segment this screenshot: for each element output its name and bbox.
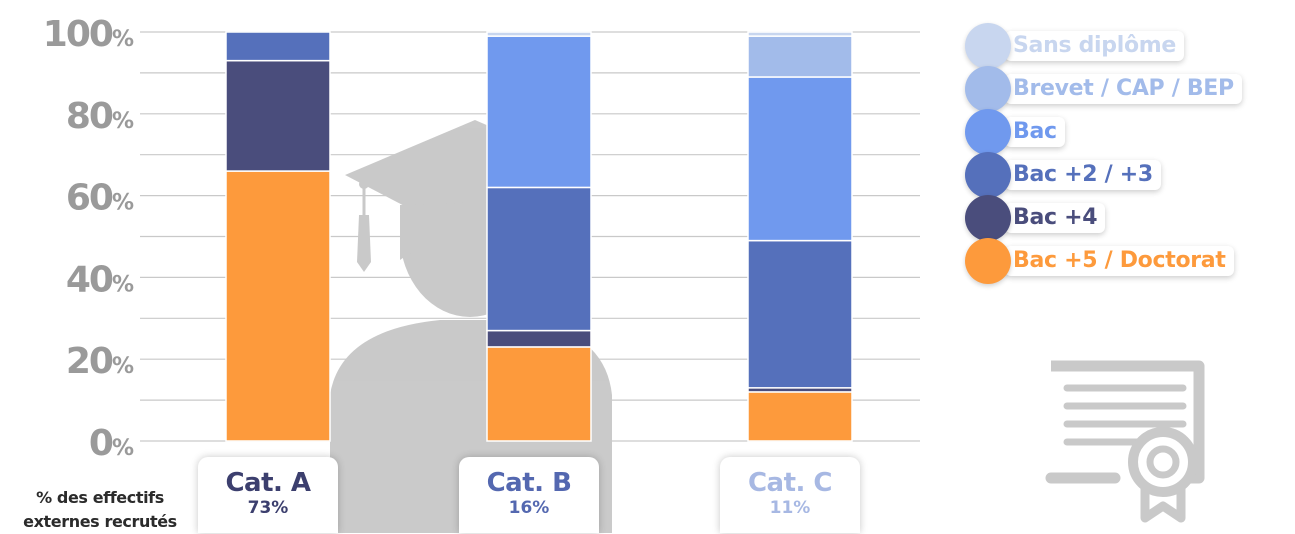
y-tick-label: 100% bbox=[43, 14, 134, 55]
legend-label: Sans diplôme bbox=[1005, 30, 1185, 61]
y-tick-label: 40% bbox=[66, 259, 134, 300]
footer-note: % des effectifs externes recrutés bbox=[0, 486, 200, 534]
bar-segment bbox=[747, 391, 853, 442]
legend-item: Bac +2 / +3 bbox=[965, 151, 1242, 198]
bar-segment bbox=[486, 31, 592, 37]
legend-swatch bbox=[965, 151, 1011, 198]
y-tick-label: 0% bbox=[89, 423, 134, 464]
y-tick-label: 80% bbox=[66, 96, 134, 137]
bar-segment bbox=[225, 31, 331, 62]
bar-segment bbox=[225, 59, 331, 172]
legend-label: Bac bbox=[1005, 116, 1065, 147]
category-card-a: Cat. A 73% bbox=[198, 457, 338, 533]
legend-swatch bbox=[965, 237, 1011, 284]
legend-swatch bbox=[965, 108, 1011, 155]
bar-segment bbox=[747, 31, 853, 37]
category-name: Cat. A bbox=[225, 468, 311, 498]
y-tick-label: 60% bbox=[66, 178, 134, 219]
footer-line-2: externes recrutés bbox=[23, 512, 177, 531]
bar-segment bbox=[486, 35, 592, 189]
legend-label: Brevet / CAP / BEP bbox=[1005, 73, 1242, 104]
legend-label: Bac +2 / +3 bbox=[1005, 159, 1161, 190]
diploma-certificate-icon bbox=[1045, 360, 1205, 523]
legend-label: Bac +5 / Doctorat bbox=[1005, 245, 1234, 276]
bar-segment bbox=[486, 186, 592, 332]
category-name: Cat. C bbox=[747, 468, 833, 498]
footer-line-1: % des effectifs bbox=[36, 488, 164, 507]
legend-item: Brevet / CAP / BEP bbox=[965, 65, 1242, 112]
bar-segment bbox=[225, 170, 331, 442]
bar-segment bbox=[486, 329, 592, 348]
category-share: 11% bbox=[769, 498, 811, 518]
legend-swatch bbox=[965, 65, 1011, 112]
legend-swatch bbox=[965, 22, 1011, 69]
category-card-c: Cat. C 11% bbox=[720, 457, 860, 533]
y-tick-label: 20% bbox=[66, 341, 134, 382]
bar-segment bbox=[747, 239, 853, 389]
category-share: 73% bbox=[247, 498, 289, 518]
legend-item: Sans diplôme bbox=[965, 22, 1242, 69]
legend-item: Bac +4 bbox=[965, 194, 1242, 241]
bar-segment bbox=[486, 346, 592, 442]
bar-segment bbox=[747, 76, 853, 242]
category-name: Cat. B bbox=[486, 468, 572, 498]
legend-item: Bac +5 / Doctorat bbox=[965, 237, 1242, 284]
category-share: 16% bbox=[508, 498, 550, 518]
legend-item: Bac bbox=[965, 108, 1242, 155]
category-card-b: Cat. B 16% bbox=[459, 457, 599, 533]
legend: Sans diplôme Brevet / CAP / BEP Bac Bac +2 … bbox=[965, 22, 1242, 284]
legend-label: Bac +4 bbox=[1005, 202, 1106, 233]
legend-swatch bbox=[965, 194, 1011, 241]
bar-segment bbox=[747, 35, 853, 78]
